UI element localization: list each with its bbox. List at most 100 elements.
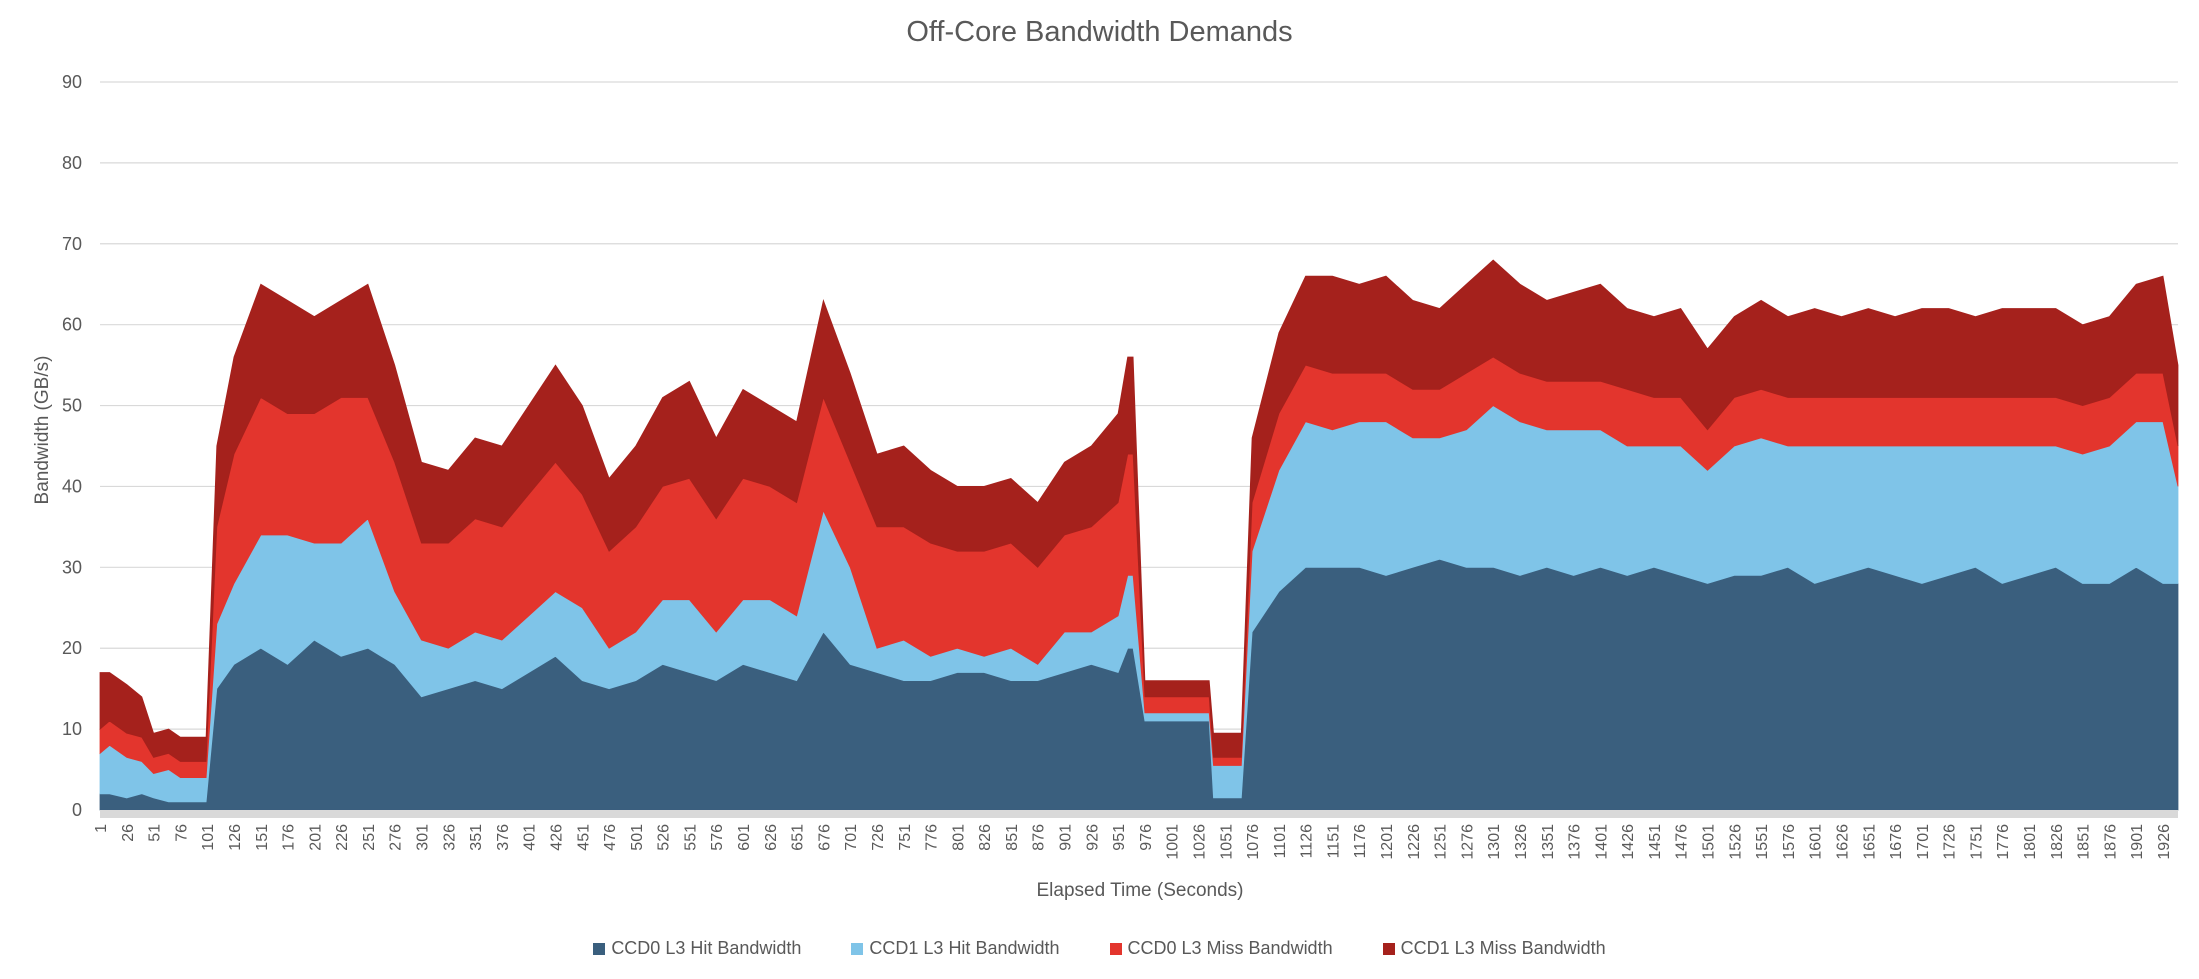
- x-tick-label: 951: [1111, 824, 1128, 851]
- x-tick-label: 676: [816, 824, 833, 851]
- y-tick-label: 0: [72, 800, 82, 820]
- legend-label: CCD1 L3 Hit Bandwidth: [869, 938, 1060, 958]
- x-axis-line: [100, 810, 2178, 818]
- x-tick-label: 76: [173, 824, 190, 842]
- legend-label: CCD0 L3 Miss Bandwidth: [1127, 938, 1333, 958]
- x-tick-label: 526: [656, 824, 673, 851]
- y-tick-label: 20: [62, 638, 82, 658]
- x-tick-label: 1901: [2129, 824, 2146, 860]
- x-tick-label: 901: [1058, 824, 1075, 851]
- x-axis-title: Elapsed Time (Seconds): [1037, 880, 1244, 901]
- x-tick-label: 1126: [1299, 824, 1316, 859]
- x-tick-label: 1051: [1218, 824, 1235, 860]
- y-tick-label: 70: [62, 234, 82, 254]
- y-tick-label: 30: [62, 557, 82, 577]
- x-tick-label: 1026: [1192, 824, 1209, 860]
- x-tick-label: 701: [843, 824, 860, 851]
- x-tick-label: 1326: [1513, 824, 1530, 860]
- legend-item: CCD1 L3 Miss Bandwidth: [1382, 938, 1606, 959]
- x-tick-label: 1926: [2156, 824, 2173, 860]
- x-tick-label: 326: [441, 824, 458, 851]
- x-tick-label: 1376: [1567, 824, 1584, 860]
- x-tick-label: 226: [334, 824, 351, 851]
- x-tick-label: 776: [924, 824, 941, 851]
- y-axis-title: Bandwidth (GB/s): [32, 356, 53, 505]
- y-tick-label: 80: [62, 153, 82, 173]
- y-tick-label: 60: [62, 315, 82, 335]
- x-tick-label: 451: [575, 824, 592, 851]
- x-tick-label: 176: [281, 824, 298, 851]
- legend-item: CCD1 L3 Hit Bandwidth: [851, 938, 1060, 959]
- x-tick-label: 476: [602, 824, 619, 851]
- x-tick-label: 1601: [1808, 824, 1825, 860]
- x-tick-label: 1526: [1727, 824, 1744, 860]
- x-tick-label: 1876: [2102, 824, 2119, 860]
- x-tick-label: 151: [254, 824, 271, 851]
- stacked-areas: [99, 259, 2179, 811]
- x-tick-label: 1201: [1379, 824, 1396, 860]
- legend-swatch: [851, 942, 864, 955]
- x-tick-label: 101: [200, 824, 217, 851]
- legend-item: CCD0 L3 Miss Bandwidth: [1109, 938, 1333, 959]
- legend-label: CCD0 L3 Hit Bandwidth: [611, 938, 802, 958]
- chart-title: Off-Core Bandwidth Demands: [906, 16, 1293, 48]
- x-tick-label: 1501: [1701, 824, 1718, 860]
- x-tick-label: 1801: [2022, 824, 2039, 860]
- x-tick-label: 726: [870, 824, 887, 851]
- x-tick-label: 1726: [1942, 824, 1959, 860]
- x-tick-label: 1351: [1540, 824, 1557, 860]
- x-tick-label: 926: [1084, 824, 1101, 851]
- area-series-ccd1-l3-miss-bandwidth: [99, 259, 2179, 762]
- x-tick-label: 401: [522, 824, 539, 851]
- x-tick-label: 351: [468, 824, 485, 851]
- x-tick-label: 1151: [1325, 824, 1342, 859]
- x-tick-label: 1701: [1915, 824, 1932, 860]
- x-tick-label: 426: [549, 824, 566, 851]
- legend: CCD0 L3 Hit Bandwidth CCD1 L3 Hit Bandwid…: [0, 938, 2199, 959]
- x-tick-label: 601: [736, 824, 753, 851]
- x-tick-label: 1001: [1165, 824, 1182, 860]
- x-tick-label: 1451: [1647, 824, 1664, 860]
- x-tick-label: 1426: [1620, 824, 1637, 860]
- x-tick-label: 1301: [1486, 824, 1503, 860]
- x-tick-label: 26: [120, 824, 137, 842]
- x-tick-label: 1826: [2049, 824, 2066, 860]
- x-tick-label: 576: [709, 824, 726, 851]
- x-tick-label: 1651: [1861, 824, 1878, 860]
- x-tick-label: 1576: [1781, 824, 1798, 860]
- legend-swatch: [593, 942, 606, 955]
- x-tick-label: 301: [415, 824, 432, 851]
- x-tick-label: 51: [147, 824, 164, 842]
- legend-swatch: [1109, 942, 1122, 955]
- x-tick-label: 1: [93, 824, 110, 833]
- x-tick-label: 551: [682, 824, 699, 851]
- y-tick-label: 50: [62, 396, 82, 416]
- y-tick-label: 10: [62, 719, 82, 739]
- x-tick-label: 1751: [1969, 824, 1986, 860]
- x-tick-label: 1176: [1352, 824, 1369, 859]
- x-tick-label: 651: [790, 824, 807, 851]
- x-tick-label: 976: [1138, 824, 1155, 851]
- x-tick-label: 1076: [1245, 824, 1262, 860]
- y-tick-label: 40: [62, 476, 82, 496]
- x-tick-label: 1226: [1406, 824, 1423, 860]
- x-tick-label: 201: [307, 824, 324, 851]
- x-tick-label: 126: [227, 824, 244, 851]
- x-tick-label: 1676: [1888, 824, 1905, 860]
- x-tick-label: 801: [950, 824, 967, 851]
- x-tick-label: 751: [897, 824, 914, 851]
- x-tick-label: 1101: [1272, 824, 1289, 859]
- legend-swatch: [1382, 942, 1395, 955]
- legend-item: CCD0 L3 Hit Bandwidth: [593, 938, 801, 959]
- x-tick-label: 626: [763, 824, 780, 851]
- x-tick-label: 1276: [1459, 824, 1476, 860]
- x-tick-label: 276: [388, 824, 405, 851]
- y-tick-label: 90: [62, 72, 82, 92]
- x-tick-label: 1776: [1995, 824, 2012, 860]
- x-tick-label: 1476: [1674, 824, 1691, 860]
- x-tick-label: 826: [977, 824, 994, 851]
- x-tick-label: 1401: [1593, 824, 1610, 860]
- x-tick-label: 1551: [1754, 824, 1771, 860]
